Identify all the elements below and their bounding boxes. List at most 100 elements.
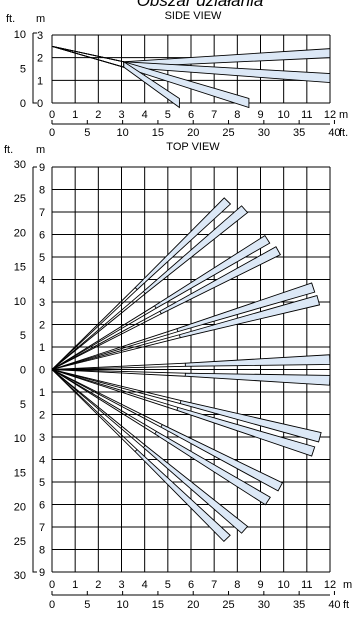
top-x-ft-tick: 10 [116,599,128,611]
top-x-ft-tick: 40 [328,599,340,611]
top-zone-ray [51,369,138,450]
top-y-m-tick: 5 [39,252,45,264]
top-zone-2 [142,205,249,295]
top-zone-ray [51,307,157,370]
top-x-m-tick: 4 [142,579,148,591]
top-x-ft-tick: 0 [49,599,55,611]
top-x-m-tick: 3 [118,579,124,591]
top-x-m-tick: 8 [234,579,240,591]
top-zone-ray [51,369,156,435]
top-zone-ray [51,369,136,452]
side-y-m-tick: 3 [37,30,43,42]
top-x-m-tick: 7 [211,579,217,591]
top-zone-6 [178,295,321,339]
top-zone-4 [159,246,281,315]
top-y-ft-tick: 10 [14,433,26,445]
top-x-ft-tick: 25 [222,599,234,611]
top-y-m-tick: 2 [39,410,45,422]
side-x-m-tick: 6 [188,109,194,121]
side-x-ft-tick: 35 [293,127,305,139]
side-y-ft-tick: 10 [14,29,26,41]
side-view-grid [51,34,331,104]
top-zone-ray [51,337,181,370]
top-y-m-tick: 3 [39,432,45,444]
top-zone-12 [154,430,271,506]
top-y-ft-tick: 30 [14,570,26,582]
side-x-ft-tick: 5 [84,127,90,139]
side-x-m-tick: 11 [301,109,312,121]
top-y-m-tick: 7 [39,522,45,534]
top-y-m-tick: 2 [39,320,45,332]
side-x-m-tick: 9 [257,109,263,121]
side-x-m-tick: 2 [95,109,101,121]
top-y-ft-tick: 15 [14,467,26,479]
top-x-m-tick: 11 [301,579,312,591]
top-zone-ray [51,369,186,374]
side-x-m-tick: 3 [118,109,124,121]
top-y-m-tick: 9 [39,567,45,579]
side-x-ft-tick: 10 [116,127,128,139]
side-x-m-tick: 1 [72,109,78,121]
top-zone-ray [51,293,146,370]
top-zone-ray [51,369,178,411]
side-y-ft-tick: 5 [20,63,26,75]
top-zone-10 [176,406,316,457]
side-x-m-unit: m [339,109,348,121]
top-y-m-tick: 0 [39,365,45,377]
top-y-m-tick: 4 [39,275,45,287]
top-y-m-tick: 1 [39,387,45,399]
top-zone-1 [134,197,232,291]
side-zone-ray [51,45,124,63]
side-x-m-tick: 0 [49,109,55,121]
top-zone-ray [51,331,179,370]
side-y-ft-axis [32,32,37,104]
top-y-m-tick: 5 [39,477,45,489]
top-x-m-tick: 12 [324,579,336,591]
top-view-title: TOP VIEW [166,141,220,153]
side-m-unit: m [36,13,45,25]
side-view-title: SIDE VIEW [165,10,222,22]
top-view-grid [51,166,331,573]
side-x-ft-tick: 20 [187,127,199,139]
top-zone-ray [51,369,179,408]
top-y-m-tick: 1 [39,342,45,354]
top-ft-unit: ft. [4,144,13,156]
top-y-ft-tick: 20 [14,502,26,514]
side-ft-unit: ft. [6,13,15,25]
top-zone-7 [184,354,331,367]
top-zone-ray [51,362,186,370]
top-x-m-tick: 1 [72,579,78,591]
top-zone-11 [160,423,284,492]
side-x-ft-tick: 40 [328,127,340,139]
top-y-ft-tick: 10 [14,296,26,308]
side-y-m-tick: 0 [37,98,43,110]
top-zone-14 [134,448,231,543]
top-zone-ray [51,369,157,432]
top-y-ft-tick: 0 [20,365,26,377]
top-zone-ray [51,369,182,401]
top-y-ft-axis [32,166,37,573]
top-y-m-tick: 7 [39,207,45,219]
top-view-zones [51,197,331,543]
side-x-m-tick: 7 [211,109,217,121]
top-y-m-tick: 8 [39,185,45,197]
side-x-m-tick: 10 [278,109,290,121]
top-y-ft-tick: 5 [20,399,26,411]
side-view-zones [51,45,331,109]
top-zone-ray [51,310,161,370]
top-x-ft-tick: 5 [84,599,90,611]
top-zone-ray [51,289,138,370]
top-y-m-tick: 4 [39,455,45,467]
top-x-ft-unit: ft [343,599,349,611]
top-x-m-tick: 2 [95,579,101,591]
side-x-ft-tick: 15 [152,127,164,139]
top-y-ft-tick: 30 [14,159,26,171]
top-zone-9 [179,399,322,443]
top-x-ft-tick: 30 [258,599,270,611]
top-zone-ray [51,313,162,370]
top-m-unit: m [36,144,45,156]
top-zone-ray [51,369,162,428]
top-view-axes: 9876543210123456789302520151050510152025… [14,159,352,611]
